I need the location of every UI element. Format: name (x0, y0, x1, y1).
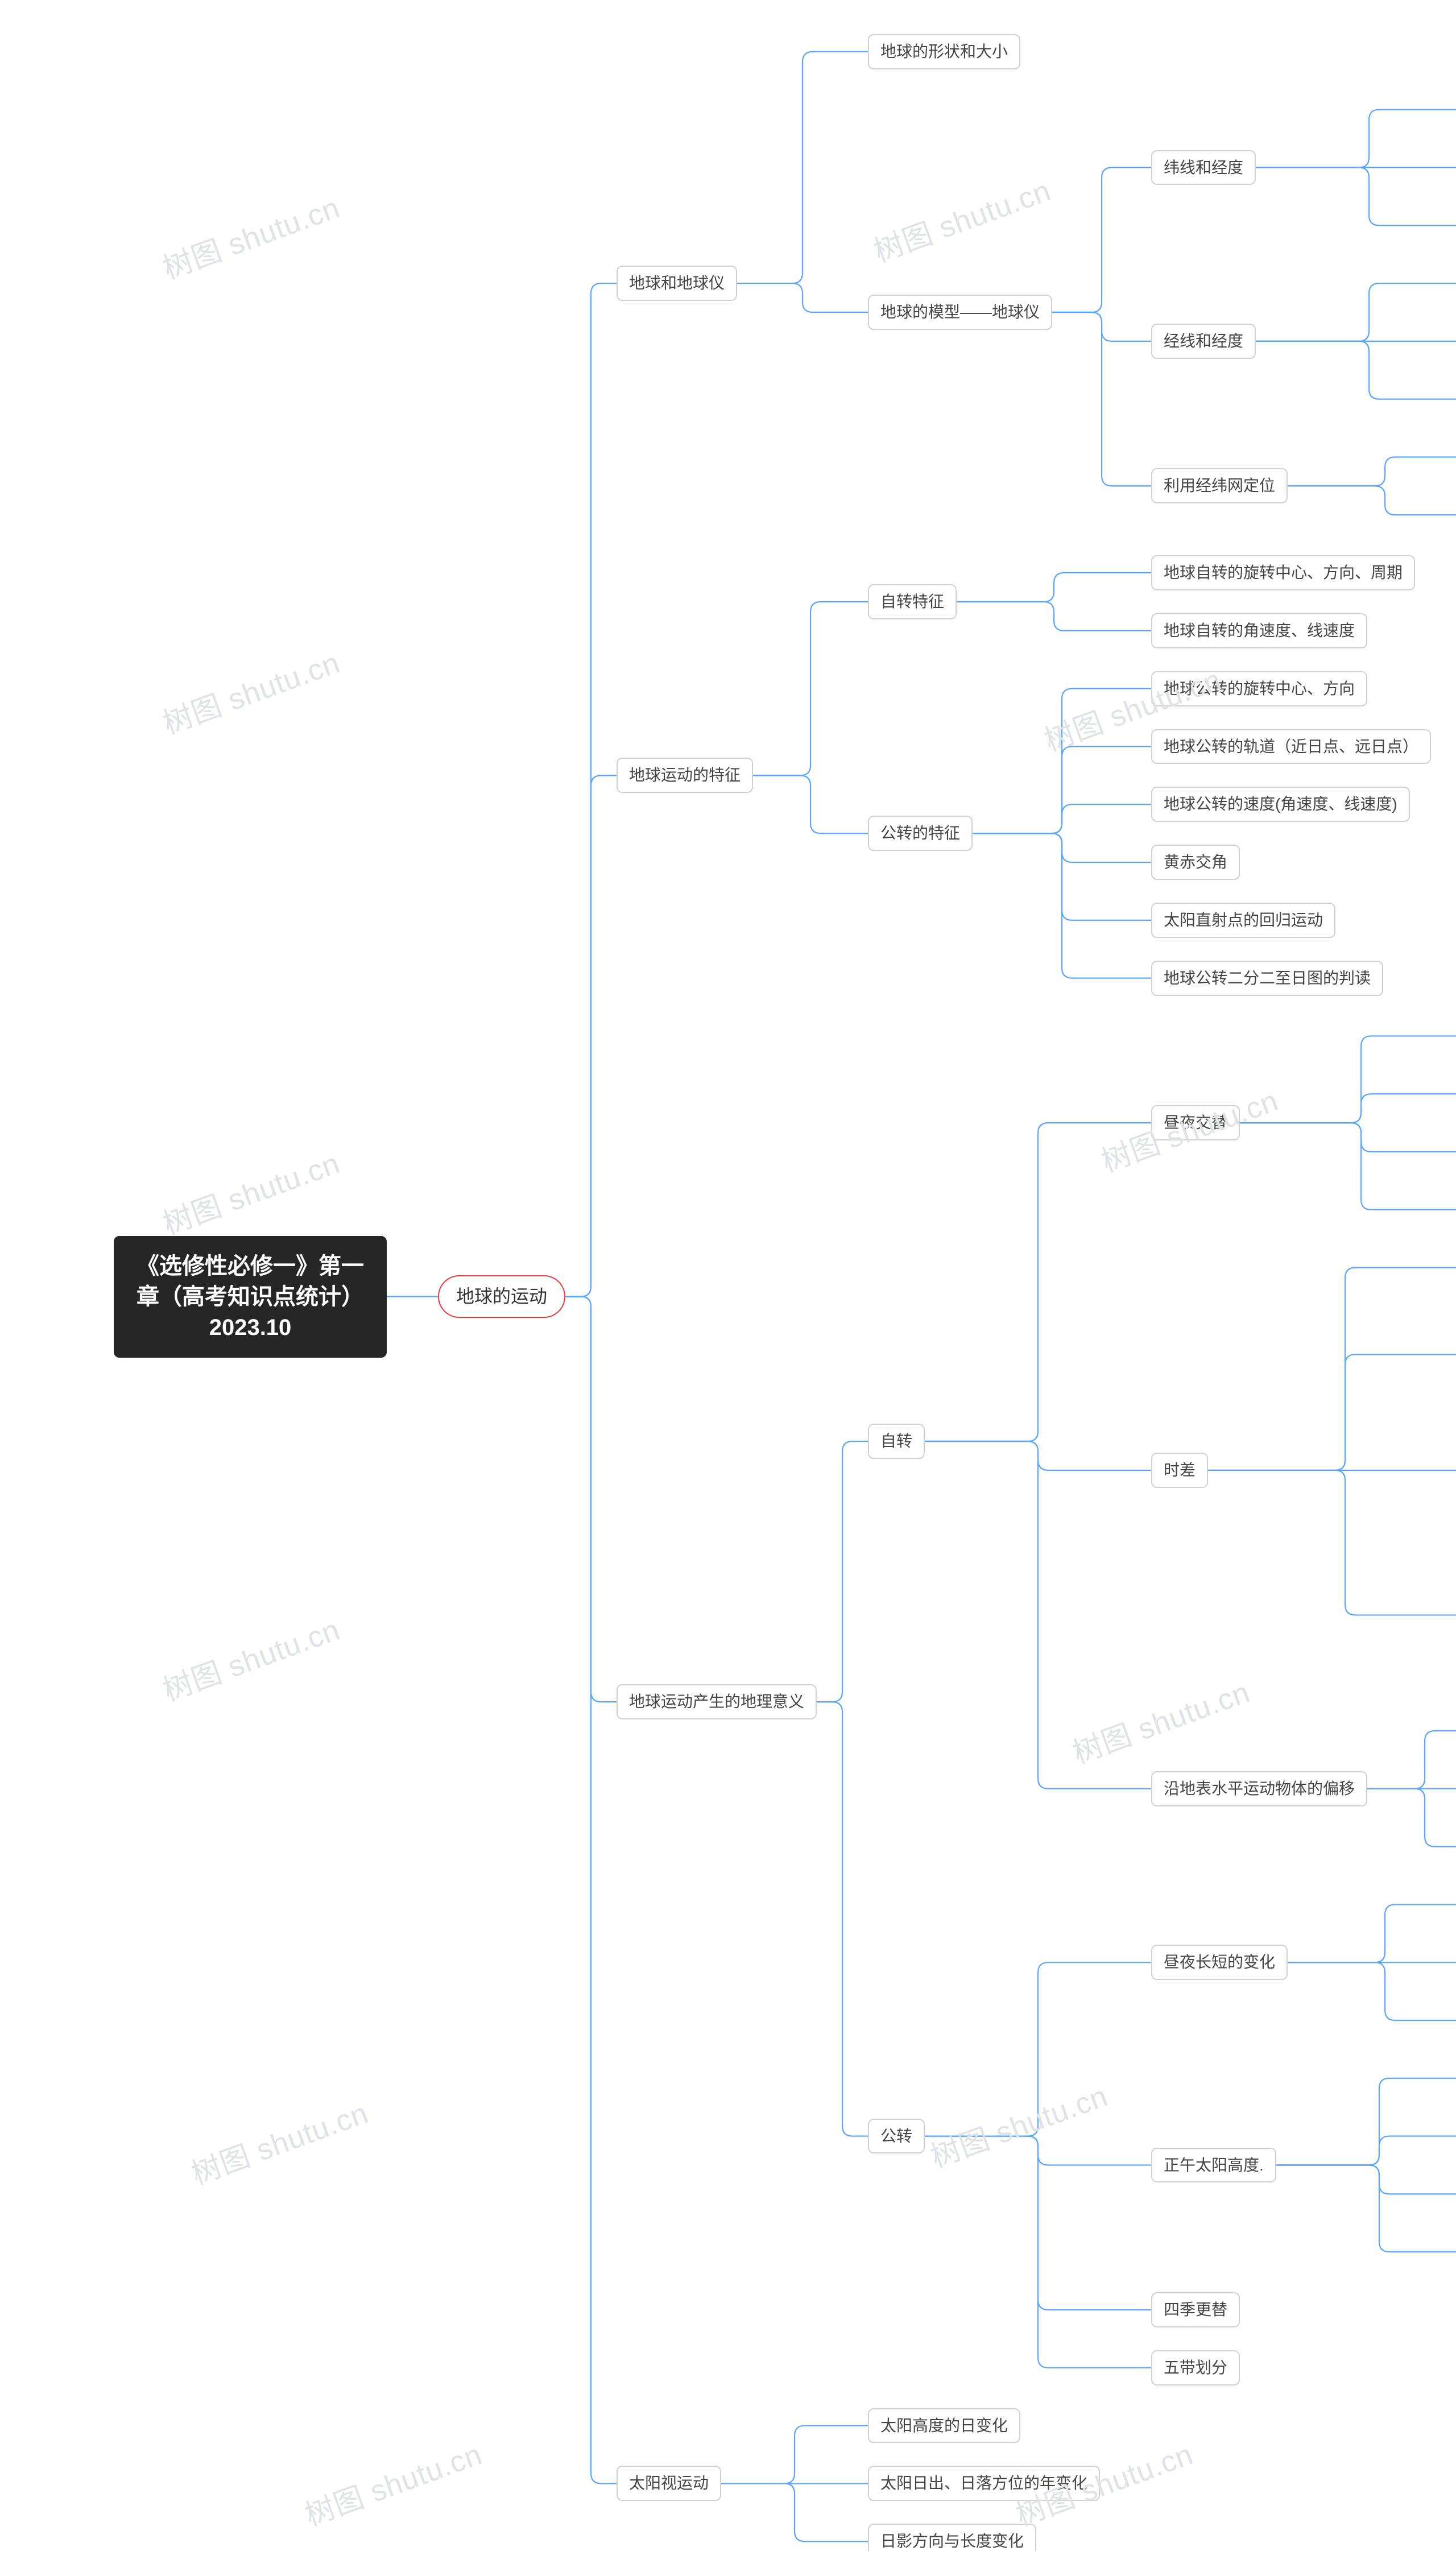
branch-node: 沿地表水平运动物体的偏移 (1151, 1771, 1367, 1806)
leaf-node: 五带划分 (1151, 2350, 1240, 2385)
watermark: 树图 shutu.cn (924, 2072, 1112, 2176)
edge (925, 2136, 1151, 2368)
edge (1276, 2136, 1456, 2165)
branch-node: 利用经纬网定位 (1151, 468, 1288, 503)
leaf-node: 地球的形状和大小 (868, 34, 1020, 69)
edge (1288, 1904, 1456, 1962)
branch-node: 正午太阳高度. (1151, 2148, 1276, 2183)
edge (1052, 312, 1151, 486)
edge (565, 283, 617, 1296)
edge (957, 602, 1151, 631)
edge (1276, 2078, 1456, 2165)
edge (957, 573, 1151, 602)
branch-node: 纬线和经度 (1151, 150, 1256, 185)
edge (925, 1441, 1151, 1470)
edge (925, 1962, 1151, 2136)
branch-node: 公转的特征 (868, 816, 973, 851)
edge (1240, 1123, 1456, 1210)
edge (737, 52, 868, 283)
edge (565, 1297, 617, 2484)
branch-node: 自转特征 (868, 584, 957, 619)
leaf-node: 太阳直射点的回归运动 (1151, 903, 1335, 938)
branch-node: 太阳视运动 (617, 2466, 721, 2501)
edge (565, 775, 617, 1296)
watermark: 树图 shutu.cn (156, 1606, 345, 1709)
edge (1276, 2165, 1456, 2194)
edge (925, 1123, 1151, 1441)
edge (753, 775, 868, 833)
branch-node: 自转 (868, 1424, 925, 1459)
edge (973, 804, 1151, 833)
branch-node: 地球运动产生的地理意义 (617, 1684, 817, 1719)
edge (1052, 312, 1151, 341)
branch-node: 昼夜长短的变化 (1151, 1945, 1288, 1980)
edge (1288, 486, 1456, 515)
leaf-node: 地球公转的速度(角速度、线速度) (1151, 787, 1410, 822)
edge (1240, 1123, 1456, 1152)
edge (1240, 1036, 1456, 1123)
edge (1256, 283, 1456, 341)
watermark: 树图 shutu.cn (156, 1139, 345, 1243)
edge (1367, 1731, 1456, 1789)
root-node: 《选修性必修一》第一章（高考知识点统计）2023.10 (114, 1236, 387, 1358)
branch-node: 昼夜交替 (1151, 1105, 1240, 1140)
mindmap-stage: 《选修性必修一》第一章（高考知识点统计）2023.10地球的运动地球和地球仪地球… (0, 0, 1456, 2551)
branch-node: 公转 (868, 2119, 925, 2154)
edge (925, 2136, 1151, 2165)
leaf-node: 黄赤交角 (1151, 845, 1240, 880)
leaf-node: 地球公转二分二至日图的判读 (1151, 961, 1383, 996)
edge (1256, 341, 1456, 399)
branch-node: 地球和地球仪 (617, 266, 737, 301)
edge (925, 1441, 1151, 1789)
edge (721, 2483, 868, 2541)
branch-node: 经线和经度 (1151, 324, 1256, 359)
edge (973, 833, 1151, 978)
leaf-node: 地球自转的旋转中心、方向、周期 (1151, 555, 1415, 590)
edge (817, 1702, 868, 2136)
edge (1052, 167, 1151, 312)
leaf-node: 日影方向与长度变化 (868, 2524, 1036, 2551)
leaf-node: 地球公转的轨道（近日点、远日点） (1151, 729, 1431, 764)
edge (1208, 1354, 1456, 1470)
watermark: 树图 shutu.cn (298, 2430, 487, 2534)
edge (973, 833, 1151, 920)
edge (1240, 1094, 1456, 1123)
edge (1208, 1470, 1456, 1615)
branch-node: 地球的运动 (438, 1275, 565, 1318)
watermark: 树图 shutu.cn (156, 184, 345, 287)
branch-node: 时差 (1151, 1453, 1208, 1488)
edge (817, 1441, 868, 1702)
edge (1256, 167, 1456, 225)
edge (1208, 1268, 1456, 1470)
leaf-node: 地球公转的旋转中心、方向 (1151, 671, 1367, 706)
edge (721, 2426, 868, 2484)
edge (1288, 457, 1456, 486)
edge (1367, 1789, 1456, 1847)
leaf-node: 太阳日出、日落方位的年变化 (868, 2466, 1100, 2501)
leaf-node: 地球自转的角速度、线速度 (1151, 613, 1367, 648)
edge (737, 283, 868, 312)
edge (565, 1297, 617, 1702)
branch-node: 地球的模型——地球仪 (868, 295, 1052, 330)
watermark: 树图 shutu.cn (184, 2089, 373, 2193)
leaf-node: 四季更替 (1151, 2292, 1240, 2327)
edge (1276, 2165, 1456, 2252)
watermark: 树图 shutu.cn (156, 639, 345, 742)
edge (925, 2136, 1151, 2310)
branch-node: 地球运动的特征 (617, 758, 753, 793)
edge (973, 833, 1151, 862)
edge (1256, 110, 1456, 168)
watermark: 树图 shutu.cn (867, 167, 1056, 270)
leaf-node: 太阳高度的日变化 (868, 2408, 1020, 2443)
edge (973, 746, 1151, 833)
edge (1288, 1962, 1456, 2020)
edge (753, 602, 868, 775)
edge (973, 689, 1151, 833)
watermark: 树图 shutu.cn (1066, 1668, 1255, 1772)
